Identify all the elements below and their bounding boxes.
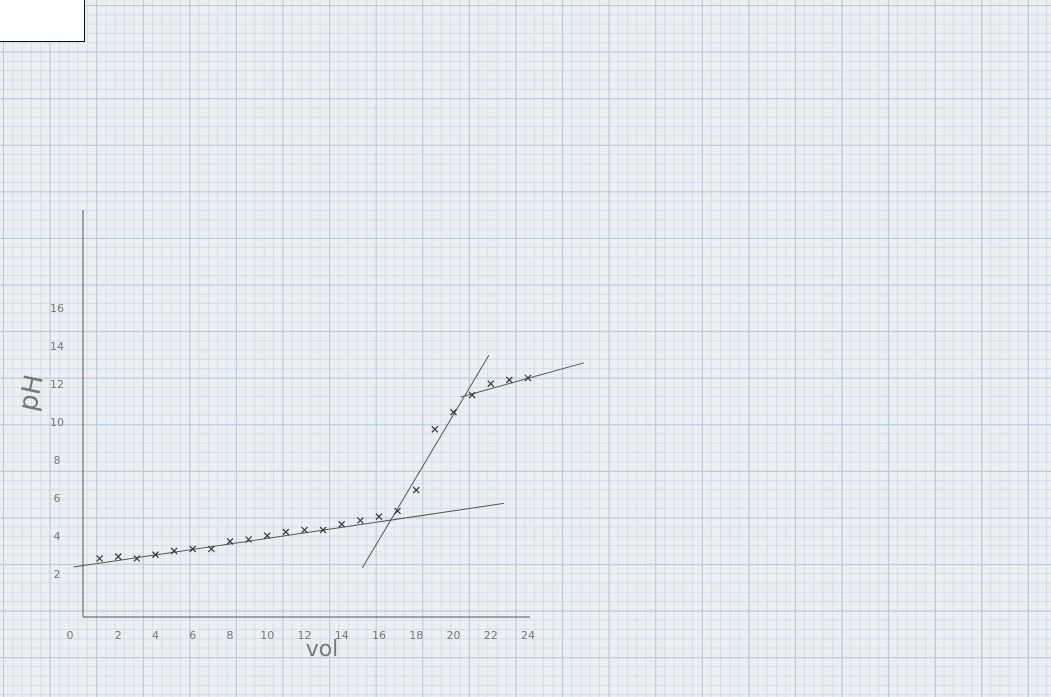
x-tick-label: 2: [115, 629, 122, 642]
point: [524, 374, 532, 382]
x-tick-label: 4: [152, 629, 159, 642]
x-tick-label: 12: [298, 629, 312, 642]
point: [170, 547, 178, 555]
point: [487, 380, 495, 388]
point: [96, 555, 104, 562]
fit-line: [460, 362, 585, 398]
x-tick-label: 6: [189, 629, 196, 642]
y-tick-label: 10: [50, 416, 64, 429]
point: [394, 507, 402, 515]
x-tick-label: 8: [227, 629, 234, 642]
x-tick-label: 10: [260, 629, 274, 642]
point: [245, 536, 253, 543]
y-tick-label: 8: [54, 454, 61, 467]
point: [282, 528, 290, 536]
y-tick-label: 12: [50, 378, 64, 391]
x-tick-label: 20: [447, 629, 461, 642]
point: [133, 555, 141, 562]
x-tick-label: 24: [521, 629, 535, 642]
point: [412, 486, 420, 494]
y-tick-label: 14: [50, 340, 64, 353]
point: [468, 391, 476, 399]
point: [263, 532, 271, 540]
point: [505, 376, 513, 384]
point: [375, 513, 383, 521]
point: [114, 553, 122, 561]
y-tick-label: 2: [54, 568, 61, 581]
point: [207, 545, 215, 553]
point: [301, 526, 308, 534]
x-tick-label: 0: [67, 629, 74, 642]
fit-line: [73, 502, 504, 568]
y-tick-label: 6: [54, 492, 61, 505]
x-tick-label: 22: [484, 629, 498, 642]
point: [356, 517, 364, 524]
point: [450, 408, 457, 416]
blank-box: [0, 0, 85, 42]
x-tick-label: 16: [372, 629, 386, 642]
x-axis-label: vol: [306, 637, 339, 662]
point: [189, 545, 197, 553]
x-tick-label: 18: [409, 629, 423, 642]
y-axis-label: pH: [13, 372, 50, 414]
point: [226, 537, 234, 545]
fit-line: [361, 354, 490, 569]
y-tick-label: 16: [50, 302, 64, 315]
x-tick-label: 14: [335, 629, 349, 642]
point: [431, 425, 439, 433]
point: [152, 551, 159, 559]
point: [319, 526, 327, 534]
y-tick-label: 4: [54, 530, 61, 543]
point: [338, 520, 346, 528]
